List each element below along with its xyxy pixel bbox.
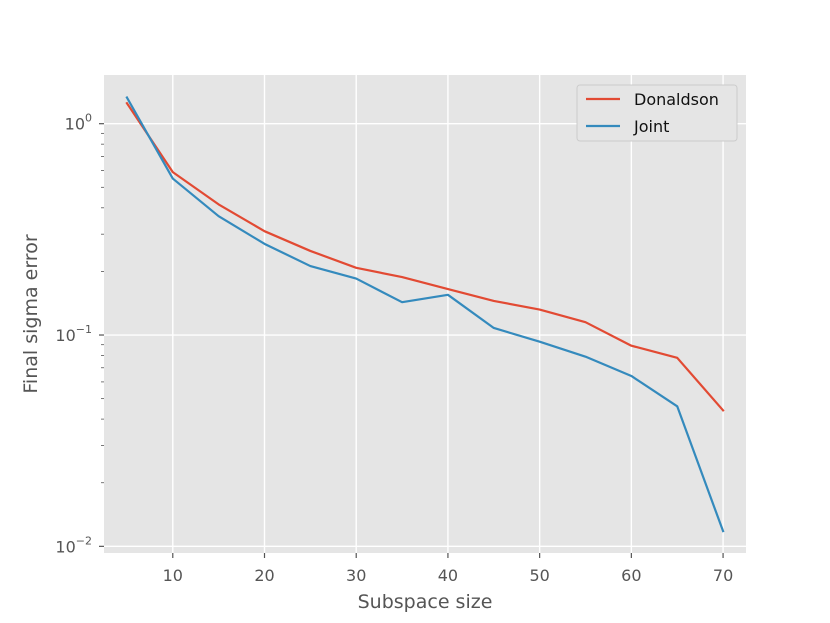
x-tick-label: 10: [163, 566, 183, 585]
x-tick-label: 20: [254, 566, 274, 585]
x-tick-label: 60: [621, 566, 641, 585]
x-tick-label: 70: [713, 566, 733, 585]
x-axis-ticks: 10 20 30 40 50 60 70: [163, 553, 733, 585]
series-line-donaldson: [125, 101, 725, 412]
y-axis-label: Final sigma error: [20, 234, 42, 393]
plot-background: [104, 75, 746, 553]
x-tick-label: 40: [438, 566, 458, 585]
legend: Donaldson Joint: [576, 84, 738, 142]
y-tick-label: 10−2: [55, 534, 92, 556]
y-tick-label: 100: [65, 112, 92, 134]
x-tick-label: 50: [529, 566, 549, 585]
y-tick-label: 10−1: [55, 323, 92, 345]
series-line-joint: [125, 96, 725, 533]
legend-label-donaldson: Donaldson: [634, 90, 719, 109]
x-tick-label: 30: [346, 566, 366, 585]
legend-label-joint: Joint: [633, 117, 669, 136]
series-lines: [125, 96, 725, 533]
x-axis-label: Subspace size: [358, 591, 493, 613]
y-axis-ticks: 10−2 10−1 100: [55, 112, 104, 556]
